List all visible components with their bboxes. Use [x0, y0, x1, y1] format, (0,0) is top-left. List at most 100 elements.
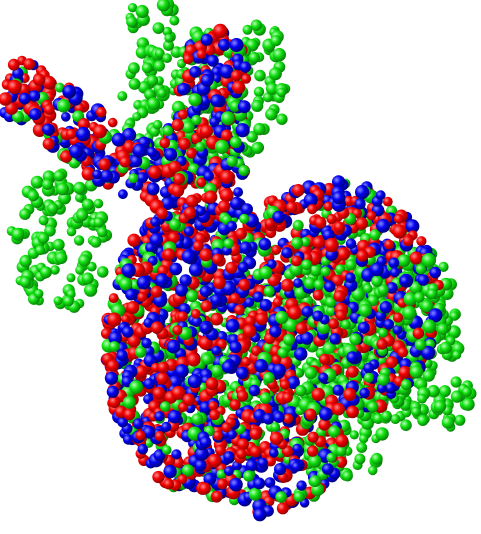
green-point — [169, 15, 180, 26]
red-point — [242, 324, 257, 338]
blue-point — [136, 275, 151, 290]
red-point — [98, 158, 111, 171]
red-point — [230, 70, 242, 82]
green-point — [181, 120, 195, 134]
blue-point — [132, 418, 144, 430]
blue-point — [29, 108, 42, 121]
green-point — [377, 373, 390, 386]
blue-point — [264, 477, 276, 488]
green-point — [162, 445, 172, 455]
red-point — [171, 118, 184, 132]
red-point — [23, 58, 36, 70]
blue-point — [183, 226, 194, 237]
blue-point — [154, 411, 165, 422]
blue-point — [62, 84, 76, 98]
green-point — [147, 97, 161, 111]
blue-point — [239, 61, 251, 73]
green-point — [214, 139, 229, 154]
red-point — [172, 457, 184, 469]
blue-point — [226, 221, 238, 232]
blue-point — [379, 301, 392, 314]
blue-point — [219, 64, 234, 79]
green-point — [275, 491, 287, 503]
red-point — [238, 278, 251, 291]
green-point — [19, 276, 32, 288]
blue-point — [300, 331, 314, 345]
green-point — [122, 395, 136, 409]
green-point — [375, 427, 389, 441]
green-point — [181, 464, 195, 477]
blue-point — [200, 322, 211, 333]
blue-point — [417, 274, 430, 286]
blue-point — [42, 123, 54, 136]
red-point — [346, 365, 359, 378]
red-point — [92, 124, 107, 139]
blue-point — [92, 169, 102, 180]
blue-point — [233, 187, 244, 198]
red-point — [241, 73, 252, 84]
red-point — [335, 309, 347, 321]
blue-point — [274, 463, 287, 476]
green-point — [413, 291, 425, 303]
red-point — [204, 190, 218, 204]
red-point — [265, 455, 277, 467]
blue-point — [199, 436, 212, 449]
green-point — [146, 74, 159, 87]
blue-point — [237, 261, 249, 273]
green-point — [403, 292, 418, 306]
green-point — [162, 53, 173, 63]
blue-point — [61, 112, 71, 122]
green-point — [369, 229, 381, 241]
green-point — [128, 173, 139, 184]
red-point — [229, 399, 241, 411]
green-point — [450, 376, 462, 388]
green-point — [251, 142, 264, 154]
blue-point — [363, 362, 375, 374]
blue-point — [206, 54, 219, 67]
blue-point — [189, 66, 202, 78]
green-point — [402, 305, 417, 320]
red-point — [173, 173, 185, 185]
red-point — [283, 413, 294, 424]
green-point — [409, 281, 423, 295]
green-point — [243, 470, 255, 482]
red-point — [108, 396, 121, 408]
red-point — [231, 80, 246, 94]
green-point — [409, 365, 424, 379]
green-point — [126, 16, 138, 28]
blue-point — [166, 339, 181, 354]
blue-point — [269, 448, 279, 458]
blue-point — [357, 321, 370, 334]
green-point — [63, 295, 74, 307]
blue-point — [294, 347, 308, 361]
green-point — [370, 452, 383, 465]
green-point — [250, 19, 263, 31]
blue-point — [223, 451, 235, 463]
blue-point — [254, 359, 268, 373]
blue-point — [221, 360, 235, 374]
red-point — [148, 165, 162, 179]
green-point — [378, 328, 388, 338]
green-point — [326, 452, 337, 463]
green-point — [97, 226, 108, 238]
blue-point — [296, 480, 307, 491]
blue-point — [167, 409, 182, 424]
blue-point — [291, 461, 302, 472]
red-point — [192, 240, 204, 252]
green-point — [11, 227, 25, 241]
blue-point — [269, 325, 282, 338]
red-point — [157, 361, 170, 374]
blue-point — [171, 449, 182, 460]
blue-point — [199, 285, 212, 298]
green-point — [191, 413, 204, 425]
green-point — [238, 165, 250, 177]
red-point — [335, 456, 348, 468]
red-point — [199, 248, 213, 262]
red-point — [183, 206, 196, 220]
blue-point — [376, 383, 387, 394]
red-point — [81, 167, 96, 181]
green-point — [322, 341, 337, 356]
blue-point — [227, 429, 237, 440]
red-point — [282, 392, 293, 403]
